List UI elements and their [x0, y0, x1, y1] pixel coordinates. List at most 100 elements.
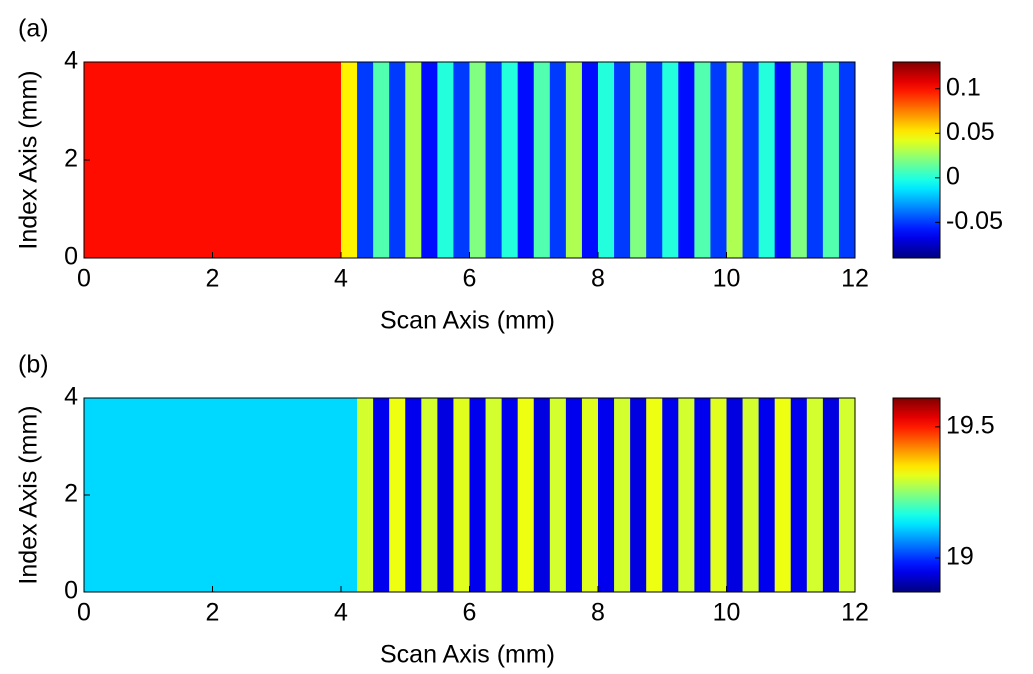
heat-strip: [806, 62, 824, 258]
heat-strip: [533, 62, 551, 258]
heat-strip: [405, 398, 422, 592]
heat-strip: [630, 62, 647, 258]
heat-strip: [662, 398, 679, 592]
heat-strip: [694, 62, 711, 258]
heat-strip: [598, 398, 615, 592]
heat-strip: [581, 398, 599, 592]
heat-strip: [453, 62, 470, 258]
heat-strip: [614, 398, 631, 592]
heat-strip: [774, 398, 792, 592]
heat-strip: [389, 62, 406, 258]
heat-strip: [357, 62, 374, 258]
y-tick-label: 0: [64, 577, 78, 605]
heat-strip: [373, 62, 390, 258]
heat-strip: [549, 62, 567, 258]
heat-strip: [726, 62, 744, 258]
heat-strip: [373, 398, 390, 592]
x-tick-label: 10: [713, 265, 741, 293]
heat-strip: [758, 398, 776, 592]
heat-strip: [694, 398, 711, 592]
x-tick-label: 12: [841, 265, 869, 293]
colorbar: [892, 397, 941, 593]
heat-strip: [646, 398, 663, 592]
heat-strip: [421, 398, 438, 592]
colorbar-tick-label: 0.05: [946, 118, 995, 146]
heat-strip: [678, 398, 695, 592]
heat-strip: [630, 398, 647, 592]
heat-strip: [646, 62, 663, 258]
heat-strip: [421, 62, 438, 258]
heat-strip: [710, 398, 727, 592]
heat-strip: [774, 62, 792, 258]
x-axis-label: Scan Axis (mm): [380, 641, 555, 669]
heat-strip: [565, 62, 583, 258]
heat-strip: [437, 398, 454, 592]
heat-strip: [710, 62, 727, 258]
heat-strip: [501, 62, 519, 258]
y-tick-label: 2: [64, 145, 78, 173]
heat-strip: [758, 62, 776, 258]
x-tick-label: 2: [206, 265, 220, 293]
x-axis-label: Scan Axis (mm): [380, 307, 555, 335]
heat-strip: [838, 62, 856, 258]
colorbar-tick-label: 19: [946, 543, 974, 571]
colorbar-tick-label: -0.05: [946, 207, 1003, 235]
heat-strip: [517, 398, 535, 592]
heat-strip: [84, 398, 358, 592]
heat-strip: [341, 62, 358, 258]
x-tick-label: 6: [463, 599, 477, 627]
heat-strip: [501, 398, 519, 592]
y-tick-label: 4: [64, 47, 78, 75]
heat-strip: [469, 398, 487, 592]
colorbar-tick-label: 0.1: [946, 73, 981, 101]
x-tick-label: 10: [713, 599, 741, 627]
x-tick-label: 0: [77, 265, 91, 293]
heat-strip: [742, 398, 760, 592]
y-tick-label: 2: [64, 480, 78, 508]
x-tick-label: 8: [591, 599, 605, 627]
heat-strip: [614, 62, 631, 258]
x-tick-label: 12: [841, 599, 869, 627]
heat-strip: [437, 62, 454, 258]
panel-label: (b): [18, 351, 49, 379]
heat-strip: [806, 398, 824, 592]
heat-strip: [485, 62, 503, 258]
panel-label: (a): [18, 15, 49, 43]
heat-strip: [822, 398, 840, 592]
heat-strip: [581, 62, 599, 258]
heat-strip: [822, 62, 840, 258]
colorbar-tick-label: 0: [946, 162, 960, 190]
x-tick-label: 4: [334, 599, 348, 627]
heat-strip: [678, 62, 695, 258]
colorbar: [892, 61, 941, 259]
x-tick-label: 4: [334, 265, 348, 293]
y-axis-label: Index Axis (mm): [15, 70, 43, 249]
heat-strip: [357, 398, 374, 592]
x-tick-label: 6: [463, 265, 477, 293]
heat-strip: [662, 62, 679, 258]
heat-strip: [405, 62, 422, 258]
heat-strip: [742, 62, 760, 258]
x-tick-label: 2: [206, 599, 220, 627]
x-tick-label: 0: [77, 599, 91, 627]
heat-strip: [453, 398, 470, 592]
heat-strip: [838, 398, 856, 592]
heat-strip: [84, 62, 342, 258]
colorbar-tick-label: 19.5: [946, 411, 995, 439]
heat-strip: [517, 62, 535, 258]
heat-strip: [485, 398, 503, 592]
heat-strip: [533, 398, 551, 592]
y-tick-label: 0: [64, 243, 78, 271]
y-tick-label: 4: [64, 383, 78, 411]
heat-strip: [389, 398, 406, 592]
heat-strip: [726, 398, 744, 592]
y-axis-label: Index Axis (mm): [15, 405, 43, 584]
heat-strip: [598, 62, 615, 258]
heat-strip: [565, 398, 583, 592]
heat-strip: [469, 62, 487, 258]
x-tick-label: 8: [591, 265, 605, 293]
heat-strip: [790, 398, 808, 592]
heat-strip: [549, 398, 567, 592]
heat-strip: [790, 62, 808, 258]
